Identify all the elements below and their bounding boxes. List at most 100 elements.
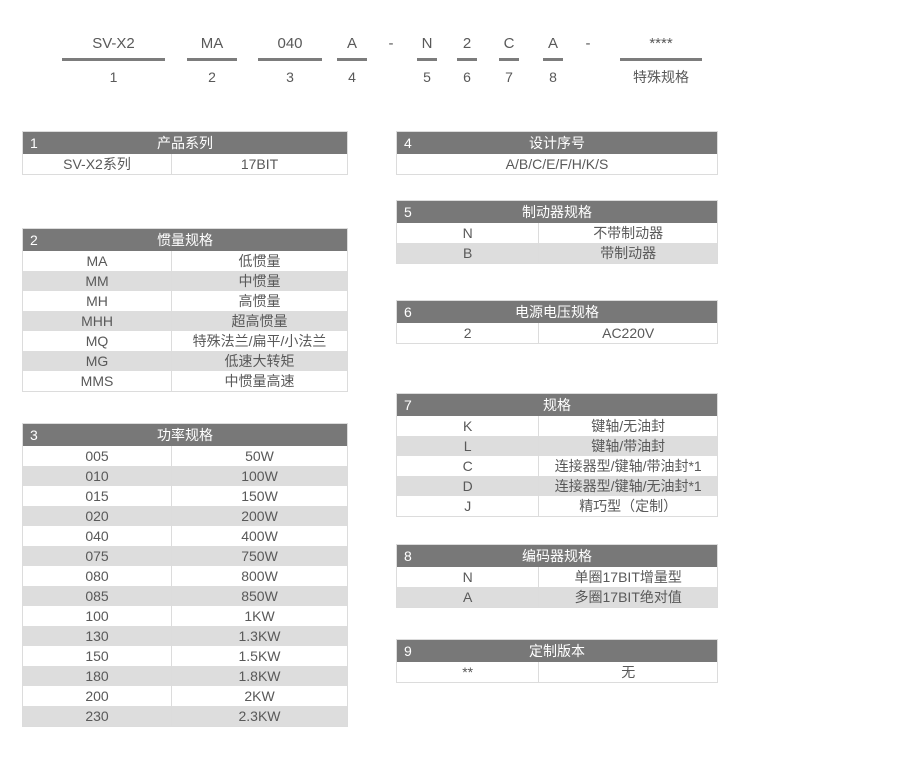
- spec-table-row: SV-X2系列 17BIT: [23, 154, 347, 174]
- model-code-segment-value: N: [421, 35, 433, 52]
- spec-table-row: 010 100W: [23, 466, 347, 486]
- spec-desc-cell: 键轴/无油封: [591, 418, 666, 434]
- spec-table-row: D 连接器型/键轴/无油封*1: [397, 476, 717, 496]
- spec-code-cell: 230: [23, 706, 173, 726]
- model-code-segment-value: C: [503, 35, 515, 52]
- spec-table: 8 编码器规格 N 单圈17BIT增量型 A 多圈17BIT绝对值: [396, 544, 718, 608]
- spec-desc-cell: AC220V: [602, 325, 655, 341]
- model-code-segment-underline: [62, 58, 165, 61]
- spec-code-cell: 200: [23, 686, 173, 706]
- spec-desc-cell: 不带制动器: [593, 225, 664, 241]
- model-code-segment-underline: [417, 58, 437, 61]
- model-code-segment-number: 特殊规格: [633, 69, 689, 85]
- spec-code-cell: C: [397, 456, 540, 476]
- spec-table-header: 4 设计序号: [397, 132, 717, 154]
- spec-table-row: 2 AC220V: [397, 323, 717, 343]
- spec-table-row: B 带制动器: [397, 243, 717, 263]
- model-code-segment-value: A: [346, 35, 357, 52]
- model-code-segment-underline: [187, 58, 237, 61]
- model-code-segment: C 7: [499, 32, 519, 89]
- model-code-segment-value: 040: [277, 35, 303, 52]
- spec-code-cell: N: [397, 567, 540, 587]
- spec-table-row: 085 850W: [23, 586, 347, 606]
- spec-table-title: 电源电压规格: [515, 304, 599, 320]
- spec-table-row: A/B/C/E/F/H/K/S: [397, 154, 717, 174]
- spec-table-header: 3 功率规格: [23, 424, 347, 446]
- spec-desc-cell: 800W: [241, 568, 278, 584]
- spec-table-number: 7: [404, 397, 412, 413]
- spec-desc-cell: 850W: [241, 588, 278, 604]
- model-code-segment-number: 8: [549, 69, 557, 85]
- spec-table-row: 020 200W: [23, 506, 347, 526]
- spec-desc-cell: 超高惯量: [231, 313, 288, 329]
- spec-code-cell: MMS: [23, 371, 173, 391]
- spec-table-row: 040 400W: [23, 526, 347, 546]
- spec-table-title: 定制版本: [529, 643, 585, 659]
- spec-code-cell: 020: [23, 506, 173, 526]
- spec-table-title: 规格: [543, 397, 571, 413]
- model-code-segment-value: MA: [200, 35, 224, 52]
- model-code-segment-underline: [620, 58, 702, 61]
- spec-table-body: 2 AC220V: [397, 323, 717, 343]
- spec-table: 9 定制版本 ** 无: [396, 639, 718, 683]
- spec-table-row: C 连接器型/键轴/带油封*1: [397, 456, 717, 476]
- spec-table-header: 5 制动器规格: [397, 201, 717, 223]
- spec-tables-left-column: 1 产品系列 SV-X2系列 17BIT 2 惯量规格 MA 低惯量 MM 中惯…: [22, 131, 348, 727]
- spec-desc-cell: 1.8KW: [238, 668, 281, 684]
- spec-table: 6 电源电压规格 2 AC220V: [396, 300, 718, 344]
- spec-table-row: MG 低速大转矩: [23, 351, 347, 371]
- spec-table-title: 制动器规格: [522, 204, 592, 220]
- spec-code-cell: A: [397, 587, 540, 607]
- model-code-segment: 040 3: [258, 32, 322, 89]
- model-code-segment-number: 3: [286, 69, 294, 85]
- spec-code-cell: MH: [23, 291, 173, 311]
- spec-code-cell: K: [397, 416, 540, 436]
- spec-code-cell: L: [397, 436, 540, 456]
- spec-desc-cell: 中惯量高速: [224, 373, 295, 389]
- spec-table-row: 130 1.3KW: [23, 626, 347, 646]
- spec-code-cell: 005: [23, 446, 173, 466]
- spec-table-row: 200 2KW: [23, 686, 347, 706]
- spec-table-body: ** 无: [397, 662, 717, 682]
- spec-desc-cell: 中惯量: [238, 273, 281, 289]
- spec-desc-cell: 特殊法兰/扁平/小法兰: [192, 333, 327, 349]
- spec-desc-cell: 400W: [241, 528, 278, 544]
- spec-table-number: 4: [404, 135, 412, 151]
- spec-table-header: 9 定制版本: [397, 640, 717, 662]
- spec-table: 3 功率规格 005 50W 010 100W 015 150W 020 200…: [22, 423, 348, 727]
- spec-table-row: MH 高惯量: [23, 291, 347, 311]
- spec-table-number: 9: [404, 643, 412, 659]
- spec-table-row: L 键轴/带油封: [397, 436, 717, 456]
- spec-table-body: N 不带制动器 B 带制动器: [397, 223, 717, 263]
- spec-code-cell: 085: [23, 586, 173, 606]
- spec-table-row: 015 150W: [23, 486, 347, 506]
- spec-desc-cell: 带制动器: [600, 245, 657, 261]
- model-code-segment-number: 5: [423, 69, 431, 85]
- model-code-segment: 2 6: [457, 32, 477, 89]
- spec-code-cell: **: [397, 662, 540, 682]
- spec-code-cell: 130: [23, 626, 173, 646]
- model-code-segment-underline: [499, 58, 519, 61]
- spec-desc-cell: 无: [621, 664, 636, 680]
- spec-code-cell: A/B/C/E/F/H/K/S: [505, 156, 609, 172]
- spec-code-cell: 180: [23, 666, 173, 686]
- model-code-segment: A 8: [543, 32, 563, 89]
- spec-table: 4 设计序号 A/B/C/E/F/H/K/S: [396, 131, 718, 175]
- spec-code-cell: SV-X2系列: [23, 154, 173, 174]
- spec-table-row: MA 低惯量: [23, 251, 347, 271]
- spec-desc-cell: 2.3KW: [238, 708, 281, 724]
- model-code-segment-underline: [258, 58, 322, 61]
- spec-table-number: 1: [30, 135, 38, 151]
- model-code-segment-value: 2: [462, 35, 472, 52]
- spec-table-row: 230 2.3KW: [23, 706, 347, 726]
- spec-table-row: MMS 中惯量高速: [23, 371, 347, 391]
- spec-table-row: A 多圈17BIT绝对值: [397, 587, 717, 607]
- spec-table-title: 设计序号: [529, 135, 585, 151]
- spec-desc-cell: 200W: [241, 508, 278, 524]
- spec-table-row: K 键轴/无油封: [397, 416, 717, 436]
- model-code-segment-number: 7: [505, 69, 513, 85]
- spec-table-number: 5: [404, 204, 412, 220]
- spec-table-row: 100 1KW: [23, 606, 347, 626]
- spec-desc-cell: 精巧型（定制）: [579, 498, 678, 514]
- spec-code-cell: 080: [23, 566, 173, 586]
